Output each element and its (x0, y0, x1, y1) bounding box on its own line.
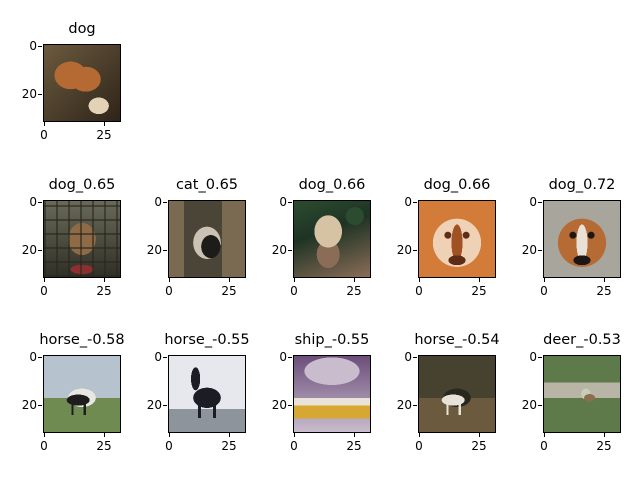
panel-image (44, 201, 120, 277)
panel-title: horse_-0.54 (414, 332, 500, 348)
dissimilar-panel-5: deer_-0.53 0 20 0 25 (522, 332, 621, 453)
similar-panel-2: cat_0.65 0 20 0 25 (147, 177, 246, 298)
dissimilar-panel-1: horse_-0.58 0 20 0 25 (22, 332, 125, 453)
panel-image (544, 201, 620, 277)
similar-panel-1: dog_0.65 0 20 0 25 (22, 177, 121, 298)
y-tick-label: 0 (29, 39, 37, 53)
similar-panel-4: dog_0.66 0 20 0 25 (397, 177, 496, 298)
panel-image (544, 356, 620, 432)
dissimilar-panel-3: ship_-0.55 0 20 0 25 (272, 332, 371, 453)
panel-image (419, 201, 495, 277)
panel-image (169, 201, 245, 277)
panel-title: horse_-0.58 (39, 332, 125, 348)
query-panel: dog 0 20 0 25 (22, 21, 121, 142)
x-tick-label: 25 (96, 128, 112, 142)
panel-image (169, 356, 245, 432)
x-tick-label: 0 (40, 128, 48, 142)
dissimilar-panel-4: horse_-0.54 0 20 0 25 (397, 332, 500, 453)
panel-title: cat_0.65 (175, 177, 239, 193)
panel-title: horse_-0.55 (164, 332, 250, 348)
query-title: dog (68, 21, 96, 37)
panel-title: dog_0.72 (548, 177, 616, 193)
query-image (44, 45, 120, 121)
panel-title: dog_0.66 (423, 177, 491, 193)
similar-panel-5: dog_0.72 0 20 0 25 (522, 177, 621, 298)
panel-image (419, 356, 495, 432)
panel-title: dog_0.65 (48, 177, 116, 193)
y-tick-label: 20 (21, 87, 37, 101)
dissimilar-panel-2: horse_-0.55 0 20 0 25 (147, 332, 250, 453)
panel-title: deer_-0.53 (543, 332, 621, 348)
panel-image (44, 356, 120, 432)
panel-image (294, 201, 370, 277)
similar-panel-3: dog_0.66 0 20 0 25 (272, 177, 371, 298)
panel-title: dog_0.66 (298, 177, 366, 193)
panel-image (294, 356, 370, 432)
panel-title: ship_-0.55 (294, 332, 370, 348)
query-image-frame (43, 44, 121, 122)
